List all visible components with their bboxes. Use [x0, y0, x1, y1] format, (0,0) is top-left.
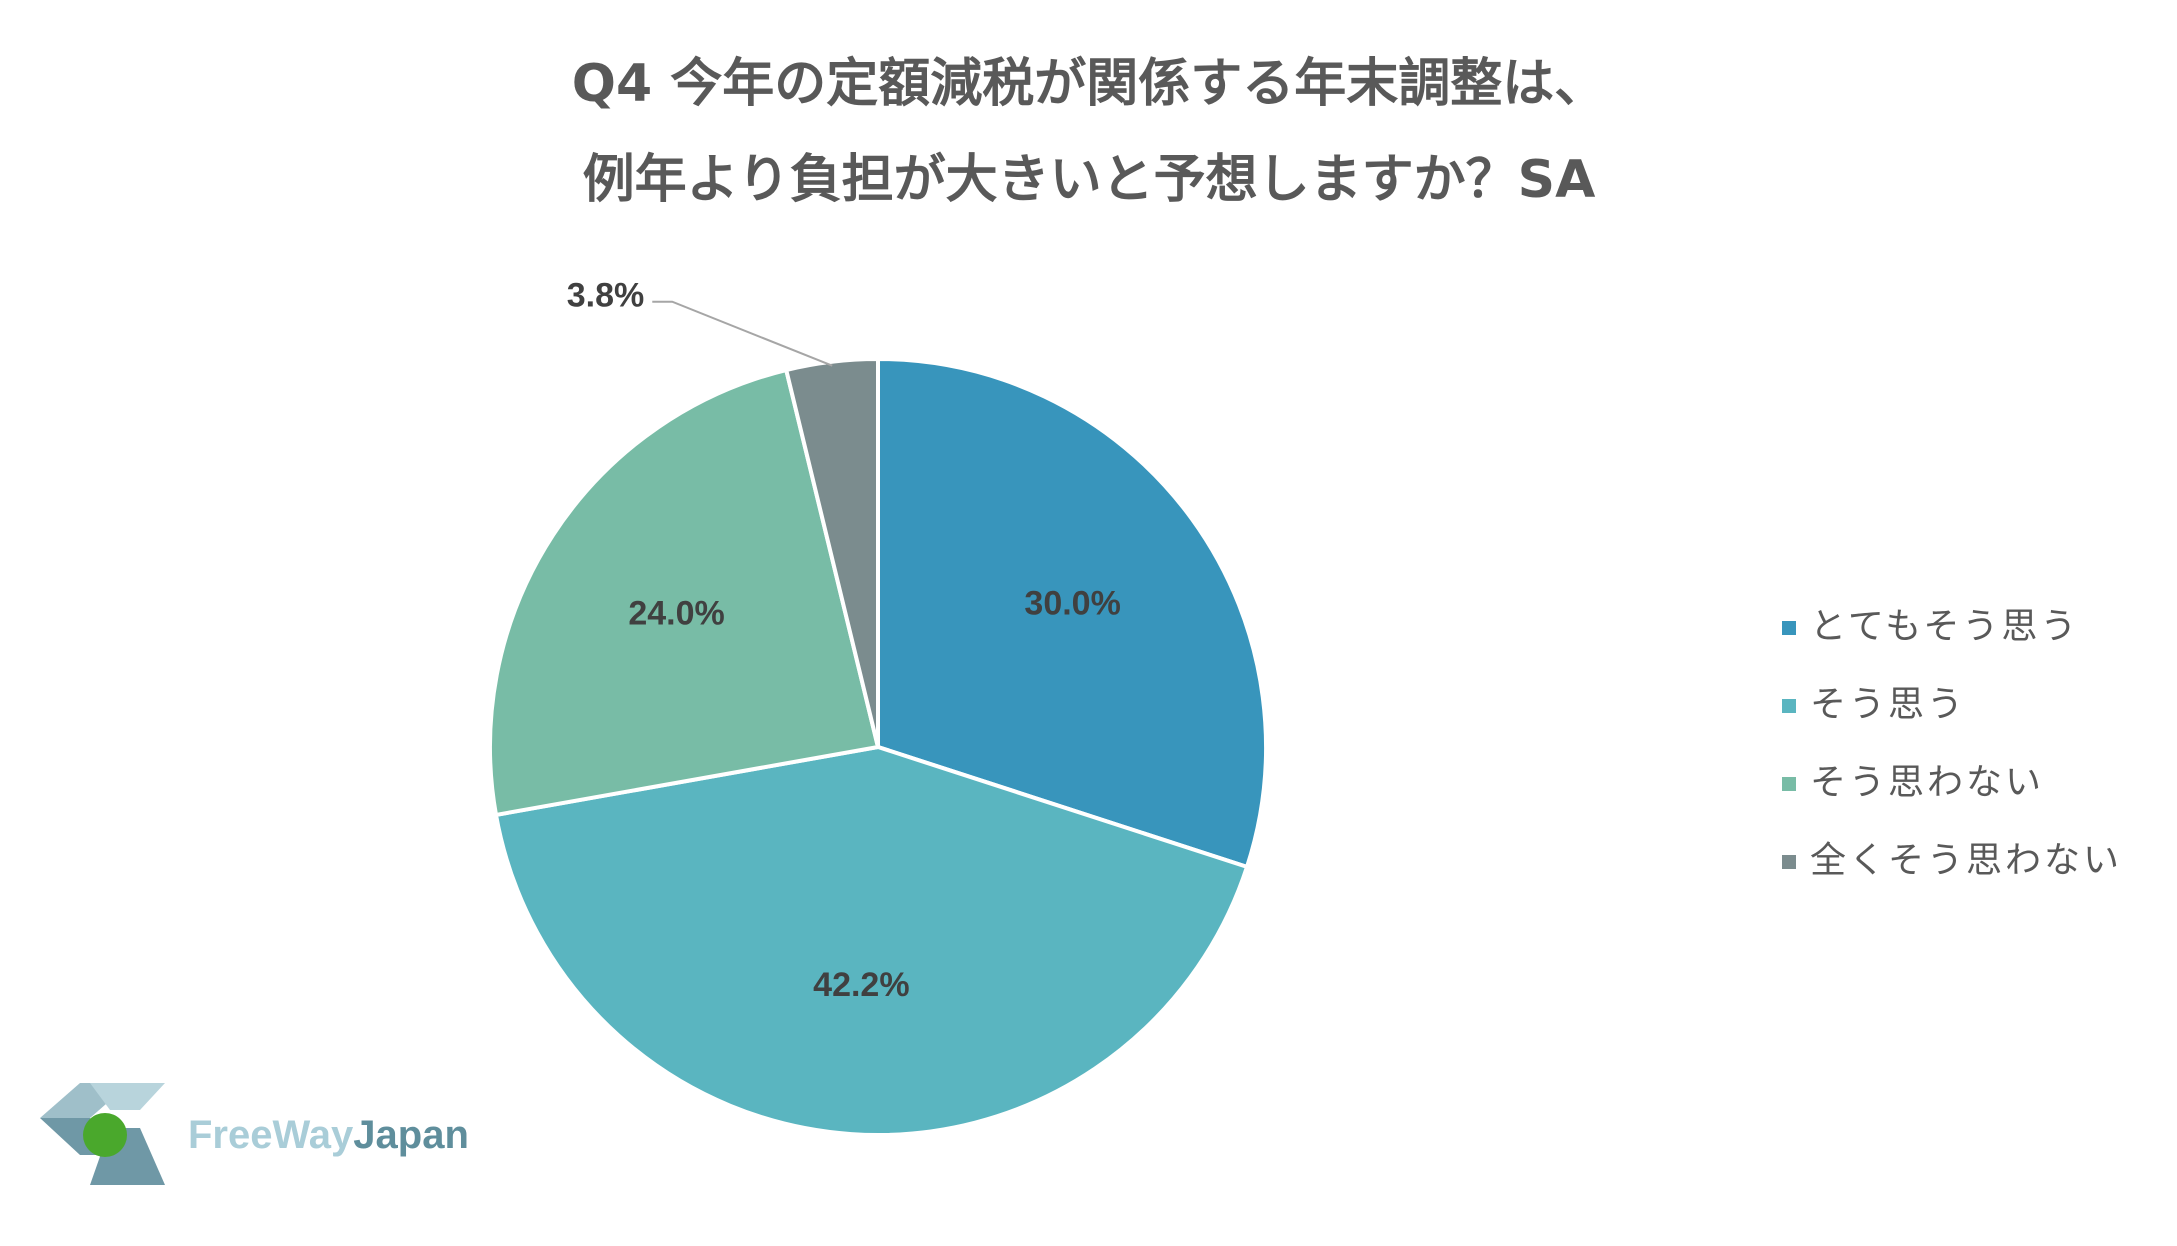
logo-shape — [90, 1083, 165, 1110]
chart-title: 例年より負担が大きいと予想しますか？SA — [583, 150, 1596, 210]
legend-label: そう思う — [1810, 684, 1966, 725]
legend-marker — [1782, 777, 1796, 791]
pie-slice — [488, 367, 881, 818]
data-label: 3.8% — [567, 277, 645, 315]
data-label: 42.2% — [813, 966, 909, 1004]
logo: FreeWayJapan — [40, 1083, 469, 1185]
legend-label: とてもそう思う — [1810, 606, 2079, 647]
logo-text: FreeWayJapan — [188, 1113, 469, 1157]
data-label: 24.0% — [628, 595, 724, 633]
pie-slice — [783, 356, 880, 748]
legend-label: そう思わない — [1810, 762, 2044, 803]
chart-title: Q4 今年の定額減税が関係する年末調整は、 — [572, 54, 1607, 114]
pie-slice — [493, 744, 1250, 1137]
legend-marker — [1782, 699, 1796, 713]
data-label: 30.0% — [1024, 585, 1120, 623]
logo-circle — [83, 1113, 127, 1157]
legend-marker — [1782, 621, 1796, 635]
pie-slice — [876, 356, 1268, 870]
legend-label: 全くそう思わない — [1810, 840, 2122, 881]
leader-line — [652, 300, 833, 367]
legend-marker — [1782, 855, 1796, 869]
logo-text-dark: Japan — [353, 1113, 469, 1157]
logo-text-light: FreeWay — [188, 1113, 354, 1157]
